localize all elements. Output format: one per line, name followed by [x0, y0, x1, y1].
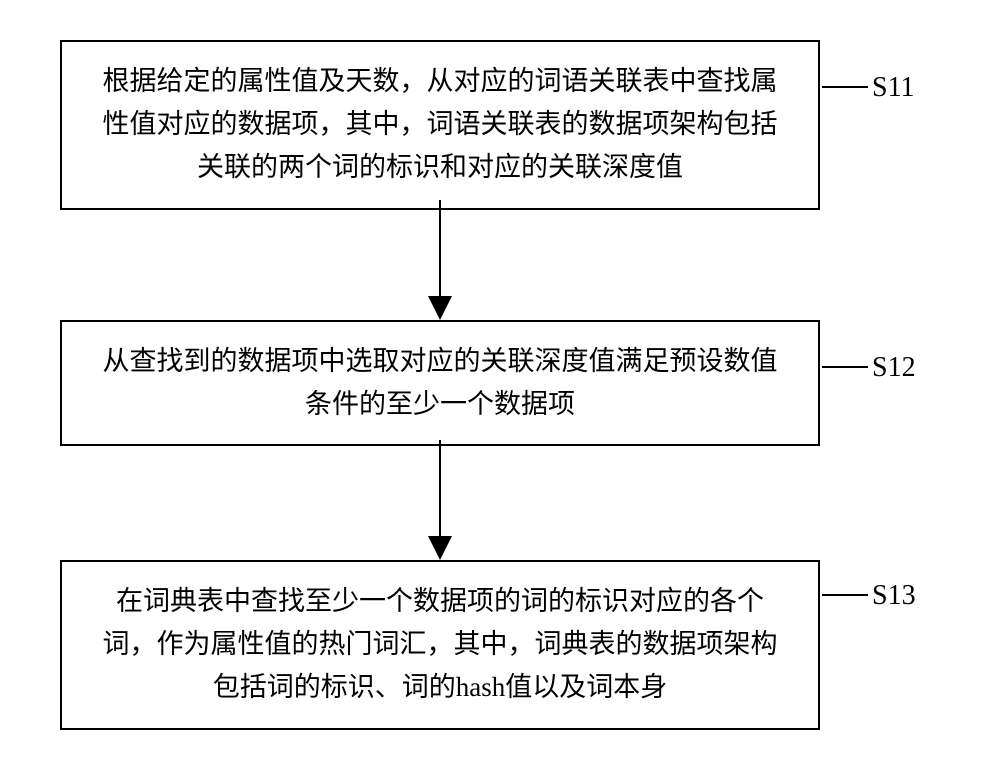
- flow-label-2: S12: [872, 352, 916, 384]
- flow-box-2-text: 从查找到的数据项中选取对应的关联深度值满足预设数值条件的至少一个数据项: [92, 340, 788, 426]
- arrow-down-icon: [420, 200, 460, 320]
- flow-box-3-text: 在词典表中查找至少一个数据项的词的标识对应的各个词，作为属性值的热门词汇，其中，…: [92, 580, 788, 710]
- arrow-1-wrap: [60, 200, 820, 320]
- arrow-2-wrap: [60, 440, 820, 560]
- flow-box-3: 在词典表中查找至少一个数据项的词的标识对应的各个词，作为属性值的热门词汇，其中，…: [60, 560, 820, 730]
- connector-line-1: [822, 86, 868, 88]
- flow-label-1: S11: [872, 72, 915, 104]
- flow-box-2: 从查找到的数据项中选取对应的关联深度值满足预设数值条件的至少一个数据项: [60, 320, 820, 446]
- flow-box-1-text: 根据给定的属性值及天数，从对应的词语关联表中查找属性值对应的数据项，其中，词语关…: [92, 60, 788, 190]
- flow-box-1: 根据给定的属性值及天数，从对应的词语关联表中查找属性值对应的数据项，其中，词语关…: [60, 40, 820, 210]
- flow-label-3: S13: [872, 580, 916, 612]
- arrow-down-icon: [420, 440, 460, 560]
- connector-line-2: [822, 366, 868, 368]
- connector-line-3: [822, 594, 868, 596]
